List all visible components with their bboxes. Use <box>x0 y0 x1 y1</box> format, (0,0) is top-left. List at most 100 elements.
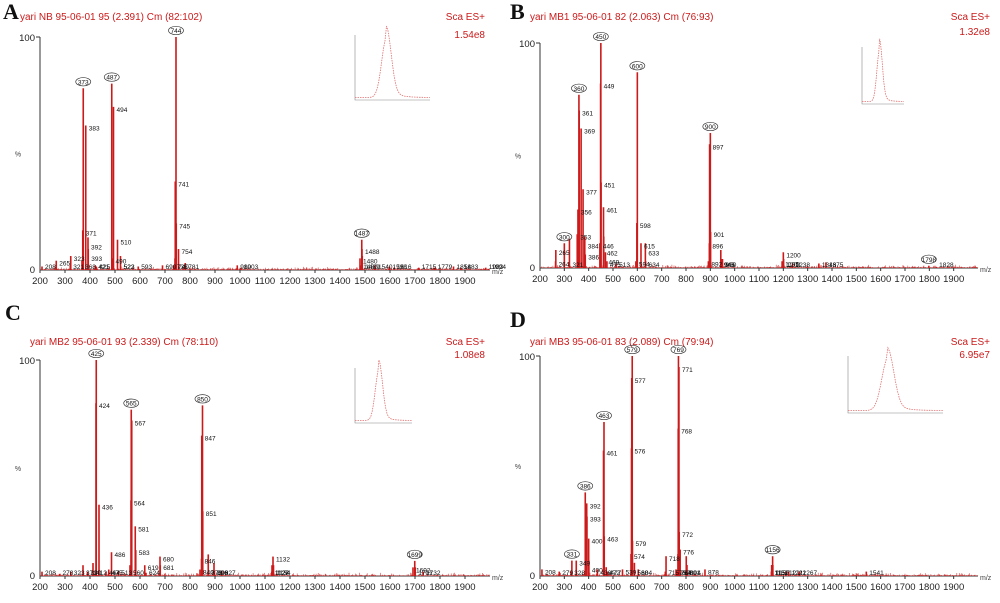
peak-label: 279 <box>562 570 573 577</box>
peak-circle <box>764 545 781 555</box>
x-tick-label: 500 <box>107 582 123 593</box>
peak-circle <box>592 31 609 42</box>
peak-label: 1346 <box>822 262 837 269</box>
peak-label: 490 <box>116 258 127 265</box>
peak-label: 604 <box>641 570 652 577</box>
peak-label: 567 <box>135 420 146 427</box>
peak-label: 384 <box>588 244 599 251</box>
peak-label: 264 <box>559 261 570 268</box>
peak-label: 522 <box>124 264 135 271</box>
x-tick-label: 1900 <box>454 276 475 287</box>
spectrum-header: yari MB1 95-06-01 82 (2.063) Cm (76:93) <box>530 12 713 23</box>
x-tick-label: 700 <box>157 276 173 287</box>
x-tick-label: 800 <box>678 582 694 593</box>
peak-label: 735 <box>177 264 188 271</box>
peak-label: 1983 <box>489 264 504 271</box>
peak-label: 1541 <box>869 570 884 577</box>
peak-label: 1480 <box>363 264 378 271</box>
peak-label: 300 <box>559 234 570 241</box>
x-tick-label: 200 <box>532 274 548 285</box>
x-tick-label: 1900 <box>943 582 964 593</box>
peak-label: 1157 <box>776 570 790 577</box>
peak-circle <box>103 72 120 82</box>
peak-label: 576 <box>634 448 645 455</box>
peak-label: 361 <box>582 111 593 118</box>
peak-label: 776 <box>683 550 694 557</box>
peak-label: 718 <box>669 556 680 563</box>
x-tick-label: 1300 <box>797 582 818 593</box>
peak-label: 323 <box>74 570 85 577</box>
intensity-scale-label: 1.32e8 <box>959 27 990 38</box>
x-tick-label: 1100 <box>255 582 275 593</box>
peak-circle <box>406 549 423 559</box>
inset-trace <box>355 25 430 98</box>
peak-label: 486 <box>115 552 126 559</box>
peak-label: 208 <box>45 264 56 271</box>
peak-circle <box>168 25 184 36</box>
peak-label: 331 <box>566 552 577 559</box>
x-tick-label: 200 <box>532 582 548 593</box>
x-tick-label: 1800 <box>429 276 450 287</box>
peak-label: 768 <box>681 429 692 436</box>
peak-circle <box>75 77 92 87</box>
peak-label: 772 <box>682 532 693 539</box>
peak-label: 579 <box>635 541 646 548</box>
peak-label: 744 <box>171 28 182 35</box>
peak-label: 740 <box>178 264 189 271</box>
peak-label: 615 <box>644 243 655 250</box>
x-tick-label: 300 <box>556 274 572 285</box>
x-tick-label: 1300 <box>797 274 818 285</box>
peak-label: 400 <box>592 539 603 546</box>
x-tick-label: 1000 <box>229 582 250 593</box>
peak-label: 383 <box>89 126 100 133</box>
peak-label: 353 <box>580 234 591 241</box>
y-axis-label: % <box>515 154 521 161</box>
x-axis-label: m/z <box>492 269 504 276</box>
peak-label: 424 <box>99 403 110 410</box>
peak-label: 1779 <box>438 264 453 271</box>
peak-label: 393 <box>590 517 601 524</box>
peak-label: 425 <box>91 351 102 358</box>
scan-mode-label: Sca ES+ <box>446 337 485 348</box>
peak-label: 461 <box>607 451 618 458</box>
peak-circle <box>624 344 641 355</box>
x-tick-label: 1600 <box>870 274 891 285</box>
peak-label: 878 <box>708 569 719 576</box>
x-tick-label: 1200 <box>279 276 300 287</box>
x-axis-label: m/z <box>492 575 504 582</box>
y-tick-label: 100 <box>519 352 535 363</box>
inset-axes <box>861 47 904 105</box>
y-tick-label: 100 <box>19 33 35 44</box>
peak-label: 690 <box>166 264 177 271</box>
scan-mode-label: Sca ES+ <box>446 12 485 23</box>
inset-trace <box>848 346 943 411</box>
peak-label: 1222 <box>792 570 807 577</box>
x-tick-label: 700 <box>157 582 173 593</box>
peak-label: 446 <box>603 243 614 250</box>
x-tick-label: 1200 <box>773 582 794 593</box>
x-tick-label: 1900 <box>943 274 964 285</box>
peak-label: 1132 <box>276 557 290 564</box>
peak-label: 469 <box>608 259 619 266</box>
x-tick-label: 1700 <box>404 582 425 593</box>
peak-label: 462 <box>607 251 618 258</box>
x-tick-label: 200 <box>32 582 48 593</box>
panel-letter: B <box>510 0 525 24</box>
inset-chromatogram <box>354 359 412 424</box>
x-tick-label: 1700 <box>894 274 915 285</box>
x-tick-label: 300 <box>556 582 572 593</box>
x-tick-label: 1600 <box>379 276 400 287</box>
inset-chromatogram <box>847 346 943 414</box>
x-tick-label: 900 <box>702 274 718 285</box>
peak-label: 463 <box>599 413 610 420</box>
y-axis-label: % <box>15 152 21 159</box>
peak-label: 1156 <box>766 547 780 554</box>
peak-label: 759 <box>679 570 690 577</box>
peak-label: 368 <box>85 264 96 271</box>
peak-label: 989 <box>240 264 251 271</box>
peak-label: 950 <box>726 262 737 269</box>
peak-circle <box>571 83 587 93</box>
peak-label: 349 <box>579 561 590 568</box>
peak-label: 1195 <box>785 261 799 268</box>
